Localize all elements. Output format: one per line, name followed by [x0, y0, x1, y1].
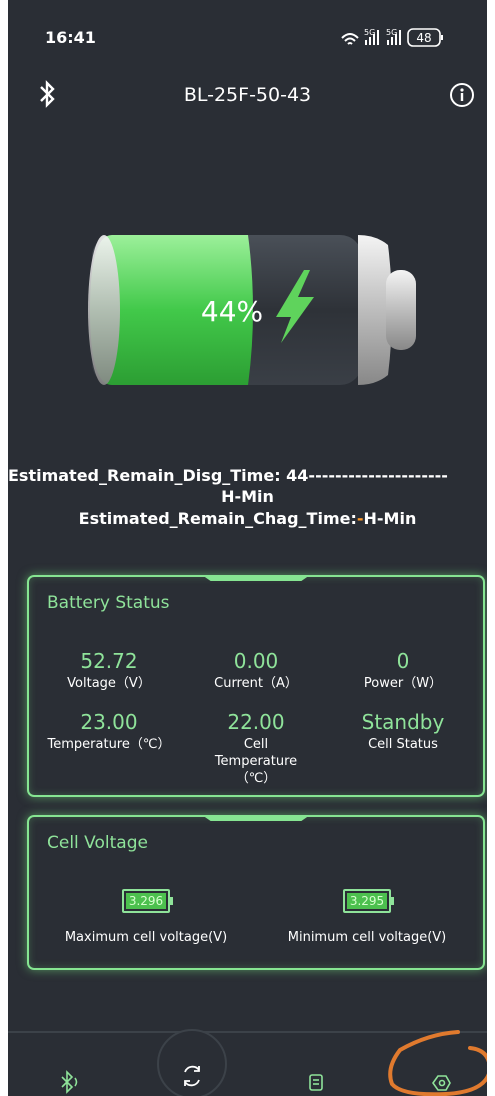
battery-level: 44% — [201, 295, 263, 328]
info-button[interactable] — [448, 81, 476, 109]
status-icons: 5G 5G 48 — [338, 26, 478, 50]
status-item: Standby Cell Status — [328, 710, 478, 753]
cell-icon: 3.295 — [343, 889, 391, 913]
status-value: 52.72 — [34, 649, 184, 673]
card-tab — [202, 575, 310, 581]
charge-value: - — [357, 509, 364, 528]
status-item: 0.00 Current（A） — [181, 649, 331, 692]
cell-label: Maximum cell voltage(V) — [61, 929, 231, 946]
signal-bar — [365, 40, 367, 45]
battery-end — [88, 235, 120, 385]
charge-time: Estimated_Remain_Chag_Time:-H-Min — [8, 509, 487, 528]
cell-voltage-value: 3.295 — [347, 893, 387, 909]
nav-settings[interactable] — [433, 1076, 450, 1090]
page: 16:41 5G 5G 48 BL-25F-50-43 — [0, 0, 495, 1096]
cell-tip — [170, 897, 173, 905]
status-item: 52.72 Voltage（V） — [34, 649, 184, 692]
charge-unit: H-Min — [364, 509, 417, 528]
battery-tip — [441, 35, 443, 40]
discharge-unit: H-Min — [8, 487, 487, 506]
cell-voltage-card: Cell Voltage 3.296 Maximum cell voltage(… — [27, 815, 485, 970]
cell-icon: 3.296 — [122, 889, 170, 913]
charge-label: Estimated_Remain_Chag_Time: — [79, 509, 357, 528]
cell-label: Minimum cell voltage(V) — [282, 929, 452, 946]
status-value: 0 — [328, 649, 478, 673]
signal-bar — [399, 30, 401, 45]
discharge-time: Estimated_Remain_Disg_Time: 44----------… — [8, 466, 448, 485]
annotation-circle — [390, 1032, 487, 1094]
signal-bar — [395, 34, 397, 45]
battery-graphic: 44% — [76, 225, 436, 395]
status-label: Power（W） — [328, 675, 478, 692]
status-label: Current（A） — [181, 675, 331, 692]
cell-tip — [391, 897, 394, 905]
status-value: 23.00 — [34, 710, 184, 734]
card-title: Battery Status — [47, 593, 170, 613]
battery-terminal — [386, 270, 416, 350]
status-label: Temperature（℃） — [34, 736, 184, 753]
status-value: 22.00 — [186, 710, 326, 734]
status-value: Standby — [328, 710, 478, 734]
status-label: Voltage（V） — [34, 675, 184, 692]
battery-status-card: Battery Status 52.72 Voltage（V） 0.00 Curre… — [27, 575, 485, 797]
status-item: 0 Power（W） — [328, 649, 478, 692]
cell-item: 3.295 Minimum cell voltage(V) — [282, 889, 452, 946]
bottom-nav — [8, 1020, 487, 1096]
status-time: 16:41 — [45, 28, 96, 47]
app-screen: 16:41 5G 5G 48 BL-25F-50-43 — [8, 0, 487, 1096]
status-item: 23.00 Temperature（℃） — [34, 710, 184, 753]
signal-bar — [391, 37, 393, 45]
signal-bar — [369, 37, 371, 45]
wifi-icon — [342, 34, 358, 44]
device-name: BL-25F-50-43 — [8, 84, 487, 106]
battery-percent: 48 — [416, 31, 431, 45]
signal-bar — [373, 34, 375, 45]
status-label: Cell Status — [328, 736, 478, 753]
status-value: 0.00 — [181, 649, 331, 673]
signal-bar — [387, 40, 389, 45]
card-title: Cell Voltage — [47, 833, 148, 853]
signal-bar — [377, 30, 379, 45]
cell-voltage-value: 3.296 — [126, 893, 166, 909]
card-tab — [202, 815, 310, 821]
cell-item: 3.296 Maximum cell voltage(V) — [61, 889, 231, 946]
status-label: Cell Temperature（℃） — [186, 736, 326, 787]
nav-bluetooth[interactable] — [62, 1072, 77, 1092]
nav-log[interactable] — [310, 1075, 322, 1090]
